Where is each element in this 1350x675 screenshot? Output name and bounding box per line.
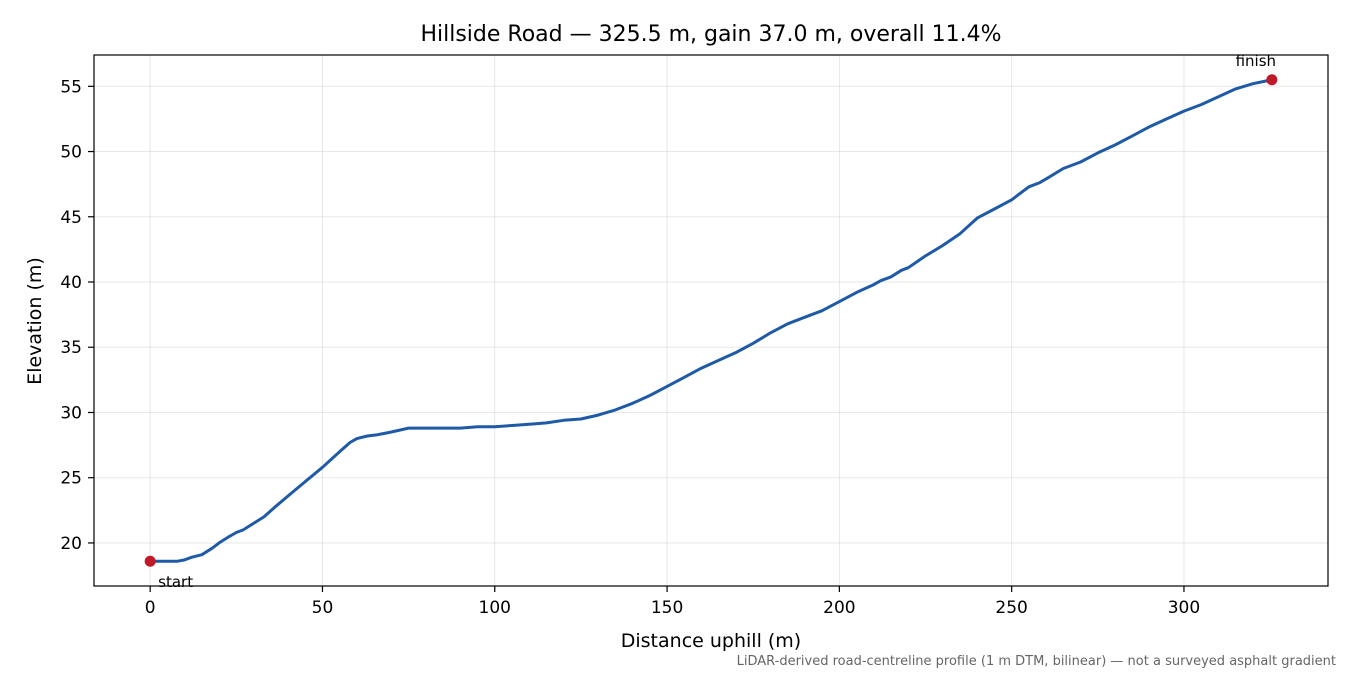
y-tick-label: 45 <box>60 208 82 228</box>
x-tick-label: 0 <box>145 598 156 618</box>
y-tick-label: 40 <box>60 273 82 293</box>
x-axis: 0 50 100 150 200 250 300 <box>145 586 1200 618</box>
x-tick-label: 300 <box>1168 598 1200 618</box>
chart-title: Hillside Road — 325.5 m, gain 37.0 m, ov… <box>420 22 1001 47</box>
y-tick-label: 30 <box>60 403 82 423</box>
start-label: start <box>158 573 193 591</box>
y-tick-label: 20 <box>60 534 82 554</box>
plot-frame <box>93 54 1329 587</box>
x-tick-label: 250 <box>995 598 1027 618</box>
start-marker <box>144 555 156 567</box>
finish-marker <box>1266 74 1278 86</box>
y-axis-label: Elevation (m) <box>24 257 46 385</box>
y-tick-label: 55 <box>60 77 82 97</box>
endpoint-markers: start finish <box>144 52 1278 591</box>
y-tick-label: 35 <box>60 338 82 358</box>
x-tick-label: 100 <box>479 598 511 618</box>
y-tick-label: 50 <box>60 143 82 163</box>
y-axis: 20 25 30 35 40 45 50 55 <box>60 77 94 554</box>
grid-lines <box>94 55 1328 586</box>
x-tick-label: 50 <box>312 598 334 618</box>
elevation-profile-line <box>148 78 1274 563</box>
footnote: LiDAR-derived road-centreline profile (1… <box>737 654 1336 669</box>
x-tick-label: 200 <box>823 598 855 618</box>
finish-label: finish <box>1236 52 1276 70</box>
x-axis-label: Distance uphill (m) <box>621 630 801 652</box>
x-tick-label: 150 <box>651 598 683 618</box>
y-tick-label: 25 <box>60 469 82 489</box>
